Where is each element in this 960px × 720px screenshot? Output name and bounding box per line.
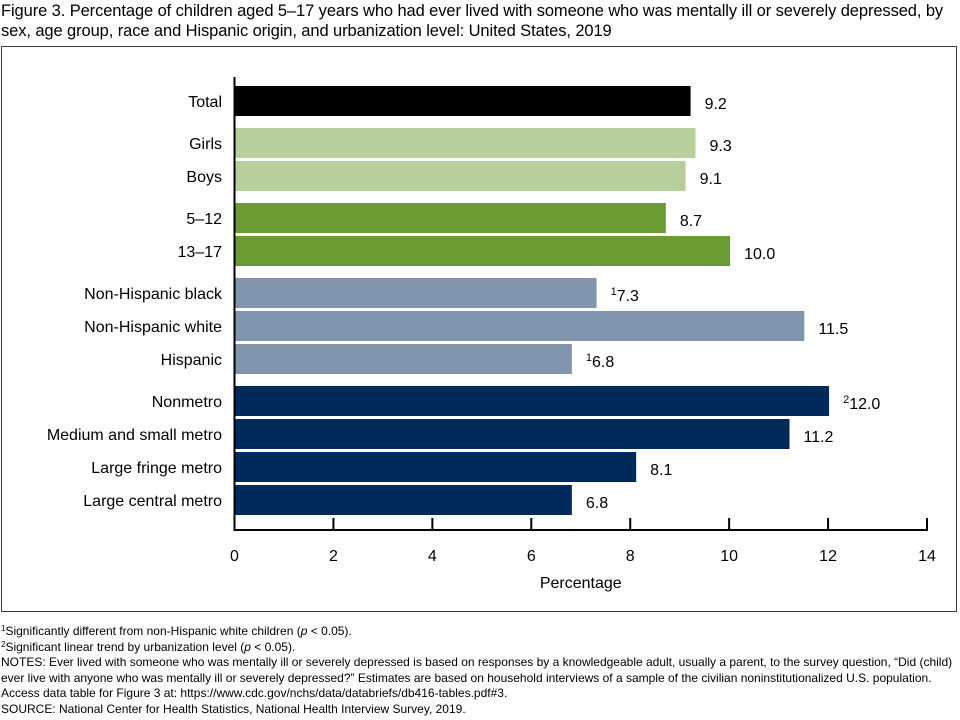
category-label: Medium and small metro	[47, 427, 222, 444]
category-label: Non-Hispanic black	[84, 286, 223, 303]
chart-frame	[1, 46, 957, 612]
bar	[235, 419, 790, 449]
value-label: 9.2	[705, 96, 727, 113]
bar	[235, 161, 686, 191]
x-tick-label: 8	[626, 548, 635, 565]
category-label: Large central metro	[83, 493, 222, 510]
category-label: Total	[188, 94, 222, 111]
bar	[235, 203, 666, 233]
bar	[235, 386, 830, 416]
category-label: Girls	[189, 136, 222, 153]
value-label: 9.1	[700, 171, 722, 188]
value-label: 9.3	[710, 138, 732, 155]
category-label: Hispanic	[161, 352, 222, 369]
value-label: 11.2	[804, 429, 834, 446]
value-label: 16.8	[586, 352, 614, 371]
x-tick-label: 12	[819, 548, 837, 565]
x-tick-label: 0	[230, 548, 239, 565]
category-label: Boys	[186, 169, 222, 186]
figure-notes: 1Significantly different from non-Hispan…	[1, 624, 959, 718]
category-label: Non-Hispanic white	[84, 319, 222, 336]
bar	[235, 452, 637, 482]
bar	[235, 236, 731, 266]
x-tick-label: 2	[329, 548, 338, 565]
footnote-text: < 0.05).	[250, 639, 296, 654]
value-label: 17.3	[611, 286, 639, 305]
value-label: 8.7	[680, 213, 702, 230]
bar	[235, 485, 572, 515]
footnote-1: 1Significantly different from non-Hispan…	[1, 624, 959, 640]
category-label: Nonmetro	[152, 394, 222, 411]
category-label: Large fringe metro	[91, 460, 222, 477]
figure-title: Figure 3. Percentage of children aged 5–…	[1, 2, 944, 40]
x-tick-label: 10	[720, 548, 738, 565]
x-tick-label: 14	[918, 548, 936, 565]
value-text: 7.3	[617, 288, 639, 305]
value-text: 6.8	[592, 354, 614, 371]
bar	[235, 128, 696, 158]
footnote-text: Significantly different from non-Hispani…	[5, 624, 301, 638]
value-label: 10.0	[744, 246, 775, 263]
source-text: SOURCE: National Center for Health Stati…	[1, 701, 466, 716]
footnote-text: < 0.05).	[307, 624, 352, 638]
value-label: 6.8	[586, 495, 608, 512]
x-tick-label: 4	[428, 548, 437, 565]
value-label: 11.5	[818, 321, 848, 338]
bar	[235, 86, 691, 116]
x-axis-title: Percentage	[540, 575, 622, 592]
footnote-marker: 2	[843, 394, 849, 406]
value-label: 212.0	[843, 394, 880, 413]
x-tick-label: 6	[527, 548, 536, 565]
bar	[235, 278, 597, 308]
category-label: 13–17	[178, 244, 223, 261]
footnote-2: 2Significant linear trend by urbanizatio…	[1, 640, 959, 656]
notes-text: NOTES: Ever lived with someone who was m…	[1, 655, 953, 701]
bar	[235, 311, 805, 341]
bar	[235, 344, 572, 374]
footnote-mark: 1	[1, 624, 6, 633]
footnote-italic: p	[244, 639, 251, 654]
value-text: 12.0	[849, 396, 880, 413]
category-label: 5–12	[186, 211, 222, 228]
value-label: 8.1	[650, 462, 672, 479]
footnote-marker: 1	[586, 352, 592, 364]
footnote-text: Significant linear trend by urbanization…	[5, 639, 245, 654]
footnote-marker: 1	[611, 286, 617, 298]
footnote-italic: p	[300, 624, 308, 638]
footnote-mark: 2	[1, 639, 6, 649]
